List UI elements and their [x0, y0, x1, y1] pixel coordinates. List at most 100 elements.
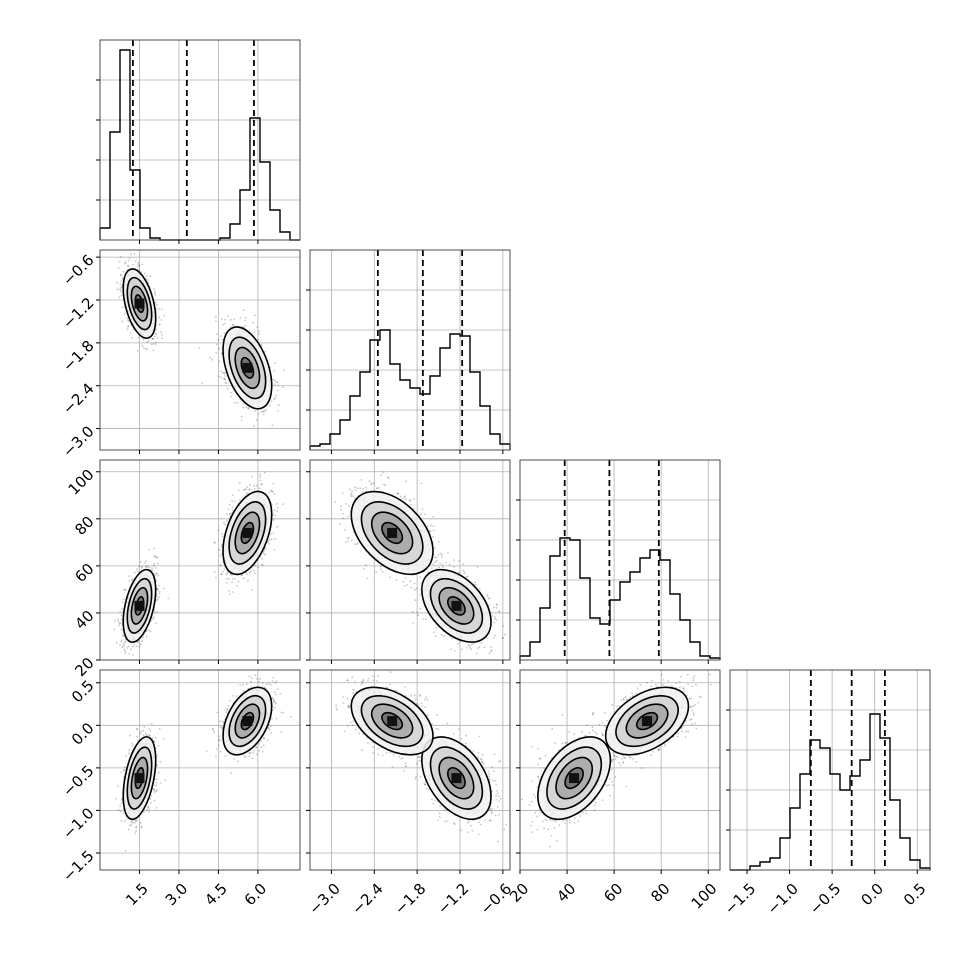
scatter-point [123, 312, 126, 315]
scatter-point [258, 330, 260, 332]
scatter-point [140, 643, 142, 646]
scatter-point [483, 646, 486, 649]
scatter-point [127, 265, 130, 268]
scatter-point [224, 378, 226, 381]
scatter-point [140, 566, 143, 569]
scatter-point [130, 253, 133, 256]
scatter-point [220, 335, 222, 337]
scatter-point [154, 612, 157, 614]
scatter-point [124, 641, 126, 644]
scatter-point [137, 570, 140, 573]
scatter-point [137, 263, 140, 266]
scatter-point [128, 575, 131, 577]
scatter-point [224, 523, 227, 526]
scatter-point [215, 320, 217, 323]
scatter-point [240, 574, 243, 577]
scatter-point [229, 513, 232, 515]
scatter-point [236, 401, 239, 404]
scatter-point [133, 253, 136, 255]
scatter-point [271, 490, 273, 493]
scatter-point [272, 519, 275, 521]
scatter-point [213, 571, 216, 574]
scatter-point [145, 565, 148, 568]
scatter-point [272, 532, 275, 534]
scatter-point [240, 415, 243, 418]
scatter-point [222, 371, 224, 374]
density-peak [134, 298, 145, 309]
scatter-point [124, 652, 127, 654]
scatter-point [161, 337, 164, 340]
scatter-point [156, 303, 158, 306]
scatter-point [272, 378, 275, 381]
scatter-point [213, 541, 216, 544]
panel-frame [99, 249, 301, 451]
scatter-point [277, 404, 280, 407]
scatter-point [118, 622, 121, 625]
scatter-point [243, 326, 246, 329]
scatter-point [283, 369, 285, 372]
scatter-point [152, 349, 155, 352]
scatter-point [457, 642, 459, 645]
scatter-point [158, 308, 161, 310]
scatter-point [219, 554, 222, 557]
scatter-point [232, 324, 235, 327]
scatter-point [211, 358, 214, 361]
scatter-point [231, 494, 234, 496]
scatter-point [133, 571, 136, 574]
scatter-point [158, 590, 161, 593]
scatter-point [133, 644, 136, 646]
scatter-point [277, 384, 280, 386]
scatter-point [156, 595, 159, 598]
panel-3-3 [726, 669, 931, 874]
scatter-point [127, 325, 130, 327]
scatter-point [123, 589, 126, 591]
scatter-point [220, 573, 222, 576]
scatter-point [214, 315, 217, 318]
scatter-point [254, 572, 256, 575]
scatter-point [115, 641, 118, 644]
scatter-point [273, 383, 276, 386]
scatter-point [127, 259, 130, 262]
scatter-point [131, 578, 134, 581]
scatter-point [268, 538, 271, 541]
scatter-point [167, 597, 170, 600]
scatter-point [239, 316, 242, 319]
scatter-point [253, 485, 256, 487]
scatter-point [215, 576, 217, 579]
panel-content [113, 471, 285, 657]
scatter-point [153, 290, 156, 293]
scatter-point [258, 333, 261, 336]
scatter-point [220, 370, 222, 373]
scatter-point [121, 320, 124, 323]
scatter-point [233, 500, 236, 503]
scatter-point [228, 589, 230, 592]
scatter-point [121, 646, 124, 649]
scatter-point [218, 347, 221, 350]
scatter-point [147, 340, 150, 342]
scatter-point [149, 630, 152, 633]
scatter-point [160, 308, 163, 311]
scatter-point [147, 279, 149, 281]
scatter-point [137, 336, 140, 339]
scatter-point [275, 394, 277, 397]
scatter-point [230, 319, 232, 321]
scatter-point [220, 546, 223, 548]
scatter-point [272, 513, 274, 516]
scatter-point [273, 396, 276, 399]
scatter-point [118, 260, 121, 263]
histogram-3 [730, 713, 931, 871]
scatter-point [122, 634, 125, 637]
scatter-point [274, 514, 276, 517]
scatter-point [120, 639, 123, 642]
scatter-point [221, 535, 224, 538]
scatter-point [254, 314, 256, 317]
scatter-point [490, 650, 492, 653]
scatter-point [231, 581, 234, 584]
scatter-point [119, 256, 122, 258]
scatter-point [252, 569, 255, 572]
scatter-point [163, 314, 166, 317]
scatter-point [223, 568, 226, 571]
scatter-point [220, 543, 223, 546]
scatter-point [142, 636, 144, 638]
scatter-point [242, 402, 245, 405]
